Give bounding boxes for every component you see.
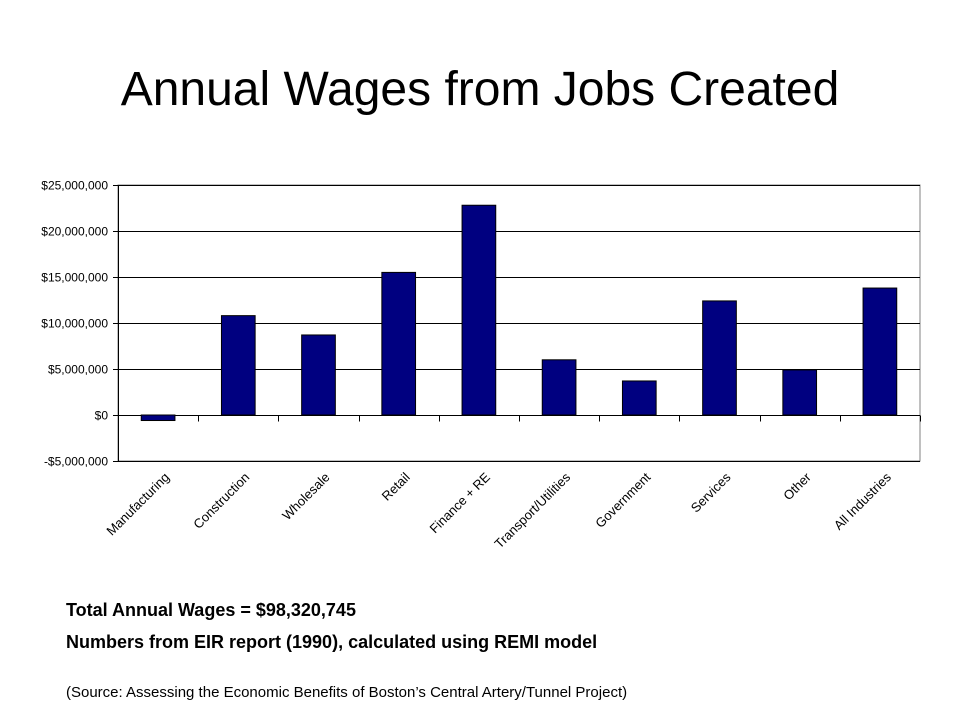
axes	[113, 185, 921, 462]
bar	[461, 204, 497, 416]
y-tick-label: $10,000,000	[41, 317, 108, 331]
x-category-label: Manufacturing	[103, 470, 172, 539]
bar	[301, 334, 336, 416]
bar	[220, 315, 256, 416]
source-citation: (Source: Assessing the Economic Benefits…	[66, 684, 628, 701]
x-category-label: Construction	[190, 470, 252, 532]
x-category-label: Services	[688, 469, 734, 515]
y-tick-label: $20,000,000	[41, 225, 108, 239]
bar	[862, 287, 898, 416]
x-category-label: Retail	[379, 469, 413, 503]
bar	[702, 300, 737, 416]
y-tick-label: $5,000,000	[48, 363, 108, 377]
y-tick-label: $0	[95, 409, 109, 423]
bar	[621, 380, 657, 416]
x-category-label: Transport/Utilities	[491, 469, 573, 551]
bars	[140, 204, 898, 422]
total-wages-note: Total Annual Wages = $98,320,745	[66, 600, 356, 620]
x-category-label: Wholesale	[279, 470, 333, 524]
bar	[782, 369, 818, 416]
x-category-label: Other	[780, 469, 814, 503]
x-category-label: Government	[592, 469, 653, 530]
slide-title: Annual Wages from Jobs Created	[120, 63, 840, 116]
x-category-label: All Industries	[831, 469, 895, 533]
bar	[541, 359, 577, 416]
method-note: Numbers from EIR report (1990), calculat…	[66, 632, 598, 652]
y-tick-label: $15,000,000	[41, 271, 108, 285]
y-tick-label: $25,000,000	[41, 179, 108, 193]
bar	[381, 271, 417, 416]
y-tick-label: -$5,000,000	[44, 455, 108, 469]
bar	[140, 414, 176, 422]
x-category-label: Finance + RE	[426, 469, 493, 536]
bar-chart: $25,000,000 $20,000,000 $15,000,000 $10,000…	[41, 179, 921, 551]
